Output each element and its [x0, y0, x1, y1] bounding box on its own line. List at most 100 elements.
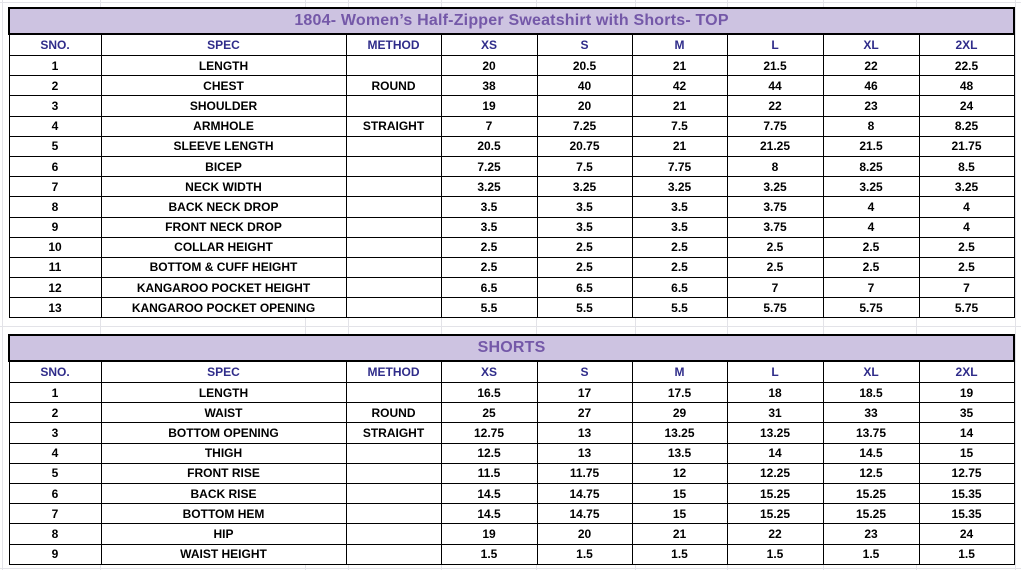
size-s-cell: 20	[536, 523, 633, 545]
table-row: 3 BOTTOM OPENING STRAIGHT 12.75 13 13.25 13.25…	[8, 422, 1015, 444]
sno-cell: 1	[8, 54, 102, 77]
method-cell	[345, 297, 442, 319]
gridline	[0, 568, 1021, 569]
spec-cell: BACK RISE	[100, 482, 347, 505]
size-m-cell: 3.5	[631, 216, 728, 238]
size-s-cell: 2.5	[536, 256, 633, 279]
size-m-cell: 3.5	[631, 196, 728, 218]
size-m-cell: 7.5	[631, 115, 728, 137]
size-xs-cell: 2.5	[440, 256, 538, 279]
spec-table-shorts: SHORTS SNO. SPEC METHOD XS S M L XL 2XL 1 LENGTH 1…	[7, 334, 1016, 565]
size-xs-cell: 19	[440, 95, 538, 117]
table-row: 9 WAIST HEIGHT 1.5 1.5 1.5 1.5 1.5 1.5	[8, 543, 1015, 565]
size-2xl-cell: 22.5	[918, 54, 1015, 77]
size-2xl-cell: 24	[918, 95, 1015, 117]
size-xs-cell: 14.5	[440, 482, 538, 505]
size-xl-cell: 2.5	[822, 256, 920, 279]
sno-cell: 9	[8, 216, 102, 238]
size-s-cell: 14.75	[536, 482, 633, 505]
size-l-cell: 13.25	[726, 422, 824, 444]
method-cell	[345, 54, 442, 77]
table-row: 5 SLEEVE LENGTH 20.5 20.75 21 21.25 21.5 21.75	[8, 135, 1015, 157]
size-2xl-cell: 15	[918, 442, 1015, 464]
column-header-method: METHOD	[345, 360, 442, 383]
size-s-cell: 3.5	[536, 216, 633, 238]
size-l-cell: 15.25	[726, 503, 824, 525]
size-xl-cell: 8.25	[822, 155, 920, 178]
sno-cell: 6	[8, 482, 102, 505]
size-xl-cell: 33	[822, 402, 920, 424]
size-xl-cell: 21.5	[822, 135, 920, 157]
size-xs-cell: 1.5	[440, 543, 538, 565]
table-title-shorts: SHORTS	[7, 334, 1016, 362]
size-l-cell: 44	[726, 75, 824, 97]
table-body-top: 1 LENGTH 20 20.5 21 21.5 22 22.5 2 CHEST ROUND 38 40…	[8, 54, 1015, 319]
spec-cell: BOTTOM & CUFF HEIGHT	[100, 256, 347, 279]
size-xl-cell: 14.5	[822, 442, 920, 464]
column-header-spec: SPEC	[100, 33, 347, 56]
table-row: 5 FRONT RISE 11.5 11.75 12 12.25 12.5 12.75	[8, 462, 1015, 484]
column-header-2xl: 2XL	[918, 360, 1015, 383]
sno-cell: 5	[8, 135, 102, 157]
spec-cell: KANGAROO POCKET OPENING	[100, 297, 347, 319]
size-m-cell: 21	[631, 523, 728, 545]
spec-cell: NECK WIDTH	[100, 176, 347, 198]
size-xl-cell: 15.25	[822, 482, 920, 505]
table-row: 13 KANGAROO POCKET OPENING 5.5 5.5 5.5 5.75 5.…	[8, 297, 1015, 319]
size-l-cell: 22	[726, 95, 824, 117]
spec-cell: FRONT NECK DROP	[100, 216, 347, 238]
size-s-cell: 27	[536, 402, 633, 424]
sno-cell: 4	[8, 442, 102, 464]
method-cell	[345, 523, 442, 545]
column-header-m: M	[631, 360, 728, 383]
spec-cell: BICEP	[100, 155, 347, 178]
table-row: 2 CHEST ROUND 38 40 42 44 46 48	[8, 75, 1015, 97]
method-cell	[345, 381, 442, 404]
method-cell	[345, 176, 442, 198]
sno-cell: 6	[8, 155, 102, 178]
column-header-xl: XL	[822, 360, 920, 383]
gridline	[1015, 0, 1016, 570]
method-cell	[345, 135, 442, 157]
spec-cell: CHEST	[100, 75, 347, 97]
size-xs-cell: 20.5	[440, 135, 538, 157]
size-l-cell: 18	[726, 381, 824, 404]
spec-cell: COLLAR HEIGHT	[100, 236, 347, 258]
size-m-cell: 5.5	[631, 297, 728, 319]
size-xs-cell: 12.5	[440, 442, 538, 464]
gridline	[0, 326, 1021, 327]
size-xs-cell: 19	[440, 523, 538, 545]
size-s-cell: 6.5	[536, 277, 633, 299]
spec-cell: BOTTOM OPENING	[100, 422, 347, 444]
spec-cell: LENGTH	[100, 54, 347, 77]
gridline	[2, 0, 3, 570]
size-l-cell: 8	[726, 155, 824, 178]
size-m-cell: 21	[631, 95, 728, 117]
size-xl-cell: 15.25	[822, 503, 920, 525]
size-s-cell: 7.5	[536, 155, 633, 178]
method-cell	[345, 442, 442, 464]
spec-cell: WAIST	[100, 402, 347, 424]
table-row: 4 THIGH 12.5 13 13.5 14 14.5 15	[8, 442, 1015, 464]
spec-cell: BACK NECK DROP	[100, 196, 347, 218]
size-xs-cell: 2.5	[440, 236, 538, 258]
size-l-cell: 3.25	[726, 176, 824, 198]
size-2xl-cell: 3.25	[918, 176, 1015, 198]
table-row: 9 FRONT NECK DROP 3.5 3.5 3.5 3.75 4 4	[8, 216, 1015, 238]
size-xl-cell: 3.25	[822, 176, 920, 198]
size-2xl-cell: 7	[918, 277, 1015, 299]
size-l-cell: 3.75	[726, 196, 824, 218]
sno-cell: 10	[8, 236, 102, 258]
sno-cell: 13	[8, 297, 102, 319]
table-title-top: 1804- Women’s Half-Zipper Sweatshirt wit…	[7, 7, 1016, 35]
size-2xl-cell: 12.75	[918, 462, 1015, 484]
spec-cell: KANGAROO POCKET HEIGHT	[100, 277, 347, 299]
method-cell	[345, 543, 442, 565]
size-xl-cell: 18.5	[822, 381, 920, 404]
size-2xl-cell: 15.35	[918, 503, 1015, 525]
size-s-cell: 1.5	[536, 543, 633, 565]
column-header-row: SNO. SPEC METHOD XS S M L XL 2XL	[8, 33, 1015, 56]
column-header-xs: XS	[440, 360, 538, 383]
size-l-cell: 12.25	[726, 462, 824, 484]
size-xl-cell: 22	[822, 54, 920, 77]
